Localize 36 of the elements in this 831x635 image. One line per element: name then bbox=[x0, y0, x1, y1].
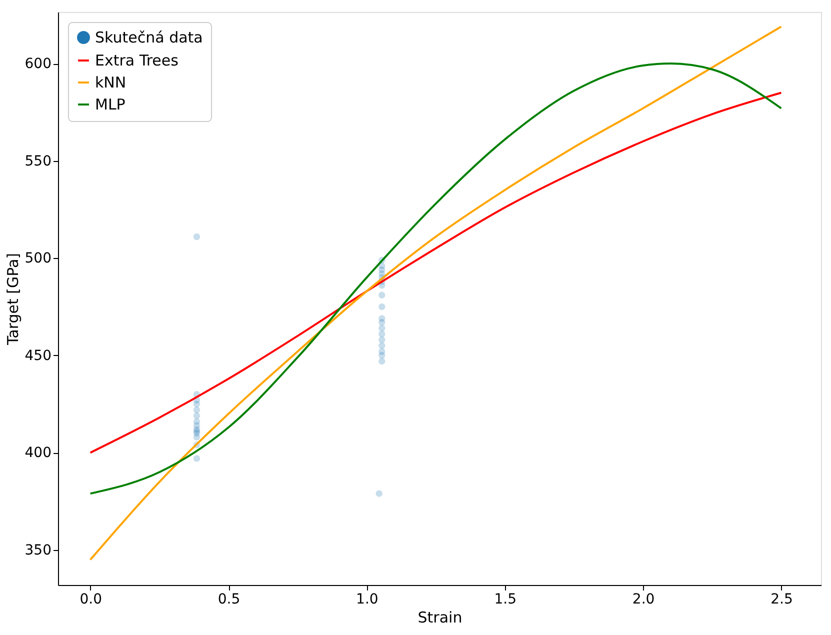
point bbox=[378, 292, 386, 298]
y-tick-label: 350 bbox=[24, 542, 52, 558]
point bbox=[378, 358, 386, 365]
x-tick-label: 1.5 bbox=[494, 592, 516, 608]
x-tick-label: 0.5 bbox=[218, 592, 240, 608]
x-tick-label: 2.0 bbox=[632, 592, 655, 608]
point bbox=[376, 490, 382, 497]
x-axis-title: Strain bbox=[418, 608, 462, 626]
legend-label: MLP bbox=[95, 96, 126, 114]
y-tick-label: 400 bbox=[24, 445, 52, 462]
y-tick-label: 450 bbox=[24, 348, 52, 364]
point bbox=[193, 412, 200, 420]
point bbox=[193, 406, 200, 414]
legend-label: Skutečná data bbox=[95, 28, 203, 46]
point bbox=[193, 455, 200, 462]
point bbox=[378, 324, 386, 332]
point bbox=[378, 318, 386, 326]
point bbox=[378, 342, 386, 350]
point bbox=[193, 434, 200, 440]
y-tick-label: 550 bbox=[24, 153, 52, 170]
point bbox=[378, 330, 386, 338]
point bbox=[378, 303, 386, 310]
y-tick-label: 500 bbox=[24, 250, 52, 267]
x-tick-label: 0.0 bbox=[80, 592, 102, 608]
line-series bbox=[89, 92, 782, 454]
y-tick-label: 600 bbox=[24, 56, 52, 72]
point bbox=[193, 400, 200, 408]
point bbox=[378, 352, 386, 359]
legend-label: kNN bbox=[95, 74, 126, 92]
x-tick-label: 1.0 bbox=[356, 592, 378, 608]
line-series bbox=[89, 26, 782, 561]
legend-label: Extra Trees bbox=[95, 52, 179, 70]
x-tick-label: 2.5 bbox=[770, 592, 793, 608]
point bbox=[193, 233, 200, 240]
y-axis-title: Target [GPa] bbox=[4, 252, 22, 346]
point bbox=[378, 336, 386, 344]
